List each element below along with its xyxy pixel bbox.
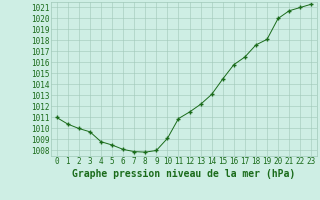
X-axis label: Graphe pression niveau de la mer (hPa): Graphe pression niveau de la mer (hPa) <box>72 169 296 179</box>
